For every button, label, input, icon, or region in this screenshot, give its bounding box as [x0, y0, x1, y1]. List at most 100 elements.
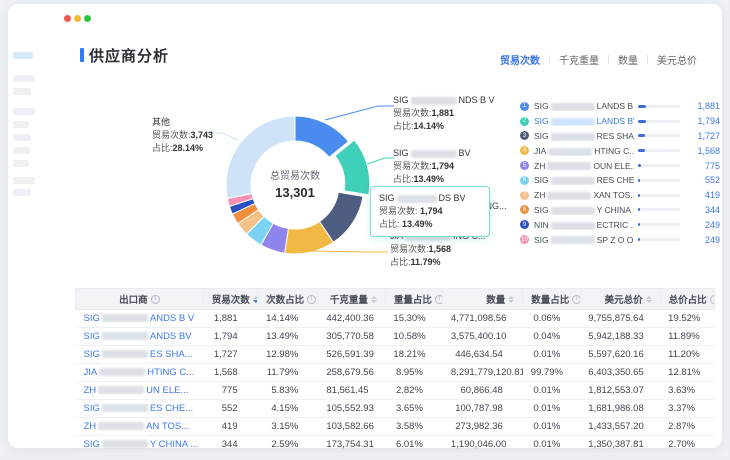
cell-usd-total: 1,681,986.08 [580, 399, 661, 418]
exporter-link[interactable]: ZH UN ELE... [75, 381, 204, 400]
column-header-total-pct[interactable]: 总价占比 [659, 288, 716, 310]
cell-weight-pct: 3.65% [385, 399, 443, 418]
cell-kg-weight: 526,591.39 [318, 345, 386, 364]
cell-kg-weight: 258,679.56 [318, 363, 386, 382]
info-icon[interactable] [150, 294, 160, 304]
redacted-text [550, 177, 595, 186]
donut-slice-2[interactable] [334, 139, 371, 196]
exporter-link[interactable]: JIA HTING C... [75, 363, 204, 382]
cell-total-pct: 11.20% [660, 345, 715, 364]
redacted-text [98, 386, 145, 395]
column-header-quantity[interactable]: 数量 [442, 288, 524, 310]
cell-usd-total: 9,755,875.64 [580, 309, 661, 328]
exporter-link[interactable]: SIG Y CHINA ... [75, 435, 204, 454]
supplier-name[interactable]: SIG SP Z O O [534, 234, 634, 245]
column-header-weight-pct[interactable]: 重量占比 [384, 288, 444, 310]
column-header-usd-total[interactable]: 美元总价 [579, 288, 661, 310]
exporter-link[interactable]: SIG ANDS BV [75, 327, 204, 346]
sort-icon[interactable] [252, 295, 257, 303]
info-icon[interactable] [307, 294, 317, 304]
donut-slice-11[interactable] [225, 115, 296, 200]
exporter-link[interactable]: SIG ES CHE... [75, 399, 204, 418]
column-header-trade-count[interactable]: 贸易次数 [202, 288, 259, 310]
tab-usd-total[interactable]: 美元总价 [657, 56, 697, 67]
exporter-link[interactable]: ZH AN TOS... [75, 417, 204, 436]
info-icon[interactable] [434, 294, 442, 304]
sort-icon[interactable] [645, 295, 652, 303]
cell-count-pct: 11.79% [257, 363, 319, 382]
table-row-2: SIG ANDS BV 1,794 13.49% 305,770.58 10.58% 3,5… [75, 327, 715, 346]
tab-separator [549, 55, 550, 64]
sort-icon[interactable] [508, 295, 515, 303]
cell-count-pct: 2.59% [257, 435, 319, 454]
column-header-count-pct[interactable]: 次数占比 [257, 288, 319, 310]
ranking-item-5[interactable]: 5 ZH OUN ELE... 775 [520, 158, 720, 173]
tab-separator [647, 55, 648, 64]
rank-bar-fill [638, 164, 641, 168]
redacted-text [98, 422, 145, 431]
cell-quantity: 1,190,046.00 [442, 435, 523, 454]
sidebar-item-active-skeleton [13, 52, 33, 59]
tab-quantity[interactable]: 数量 [618, 56, 638, 67]
close-window-icon[interactable] [64, 15, 71, 22]
redacted-text [550, 221, 595, 230]
ranking-item-4[interactable]: 4 JIA HTING C... 1,568 [520, 143, 720, 158]
info-icon[interactable] [709, 294, 714, 304]
cell-quantity: 446,634.54 [442, 345, 523, 364]
cell-trade-count: 344 [203, 435, 258, 454]
info-icon[interactable] [572, 294, 580, 304]
cell-usd-total: 1,433,557.20 [580, 417, 661, 436]
supplier-name[interactable]: JIA HTING C... [534, 145, 634, 156]
rank-value: 1,727 [697, 130, 720, 141]
supplier-name[interactable]: ZH XAN TOS... [534, 190, 634, 201]
callout-pct: 占比:28.14% [152, 143, 204, 153]
tab-trade-count[interactable]: 贸易次数 [500, 56, 540, 67]
exporter-link[interactable]: SIG ES SHA... [75, 345, 204, 364]
donut-chart[interactable] [148, 88, 528, 284]
sort-icon[interactable] [370, 295, 377, 303]
cell-usd-total: 5,942,188.33 [580, 327, 661, 346]
cell-kg-weight: 103,582.66 [318, 417, 386, 436]
maximize-window-icon[interactable] [84, 15, 91, 22]
rank-bar [638, 104, 680, 108]
exporter-link[interactable]: SIG ANDS B V [75, 309, 204, 328]
column-header-kg-weight[interactable]: 千克重量 [317, 288, 386, 310]
table-row-3: SIG ES SHA... 1,727 12.98% 526,591.39 18.21% 4… [75, 345, 715, 364]
tooltip-trade: 贸易次数: 1,794 [379, 206, 443, 216]
cell-trade-count: 775 [203, 381, 258, 400]
cell-quantity-pct: 0.04% [522, 327, 581, 346]
window-controls [64, 15, 91, 22]
ranking-item-7[interactable]: 7 ZH XAN TOS... 419 [520, 188, 720, 203]
supplier-name[interactable]: NIN ECTRIC ... [534, 219, 634, 230]
column-header-quantity-pct[interactable]: 数量占比 [522, 288, 581, 310]
cell-weight-pct: 10.58% [385, 327, 443, 346]
donut-slice-1[interactable] [294, 115, 350, 158]
supplier-name[interactable]: ZH OUN ELE... [534, 160, 634, 171]
minimize-window-icon[interactable] [74, 15, 81, 22]
ranking-item-10[interactable]: 10 SIG SP Z O O 249 [520, 232, 720, 247]
redacted-text [99, 368, 146, 377]
cell-total-pct: 2.87% [660, 417, 715, 436]
column-label: 美元总价 [604, 295, 643, 306]
rank-bar-fill [638, 134, 645, 138]
ranking-item-9[interactable]: 9 NIN ECTRIC ... 249 [520, 217, 720, 232]
rank-bar-fill [638, 178, 640, 182]
rank-badge: 2 [520, 116, 529, 126]
rank-bar [638, 178, 680, 182]
cell-quantity-pct: 0.01% [522, 345, 581, 364]
tab-kg-weight[interactable]: 千克重量 [559, 56, 599, 67]
callout-name: SIG BV [393, 148, 471, 158]
redacted-text [101, 404, 148, 413]
redacted-text [101, 332, 148, 341]
cell-trade-count: 1,568 [203, 363, 258, 382]
